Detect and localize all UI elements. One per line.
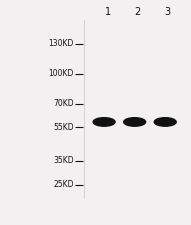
Text: 35KD: 35KD bbox=[53, 156, 74, 165]
Text: 2: 2 bbox=[134, 7, 141, 17]
Text: 70KD: 70KD bbox=[53, 99, 74, 108]
Ellipse shape bbox=[124, 118, 146, 126]
Text: 25KD: 25KD bbox=[53, 180, 74, 189]
Ellipse shape bbox=[93, 118, 115, 126]
Text: 100KD: 100KD bbox=[48, 69, 74, 78]
Text: 3: 3 bbox=[164, 7, 170, 17]
Text: 55KD: 55KD bbox=[53, 123, 74, 132]
Text: 1: 1 bbox=[105, 7, 111, 17]
Text: 130KD: 130KD bbox=[48, 39, 74, 48]
Ellipse shape bbox=[154, 118, 176, 126]
